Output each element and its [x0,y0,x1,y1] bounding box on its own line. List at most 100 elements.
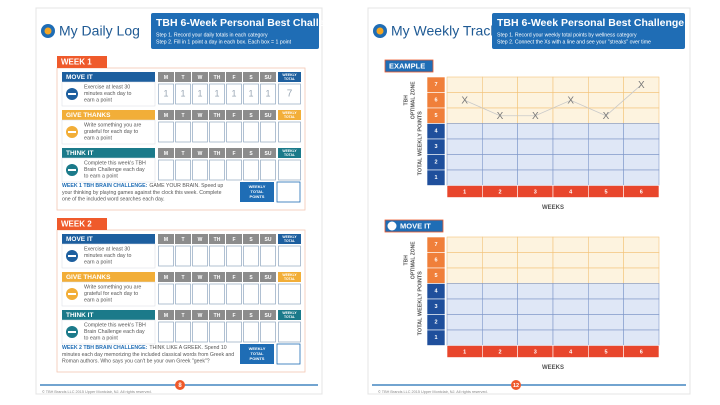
tracker-icon [387,221,397,231]
zone-level: 2 [434,160,437,166]
section-icon-glyph [68,169,76,171]
day-header [192,148,208,158]
brain-challenge-text: minutes each day memorizing the included… [62,352,234,358]
day-label: F [232,151,235,157]
day-label: SU [265,75,272,81]
example-point: X [497,111,504,122]
day-label: SU [265,237,272,243]
challenge-title: TBH 6-Week Personal Best Challenge [497,17,684,29]
tracker-tag [384,59,434,73]
day-header [209,234,225,244]
grid-cell [446,76,483,93]
day-label: W [198,237,203,243]
grid-cell [482,298,518,315]
day-header [158,148,174,158]
day-box [260,283,276,305]
week-cell [623,185,660,198]
day-label: F [232,237,235,243]
day-header [158,110,174,120]
day-label: M [164,113,168,119]
brain-challenge-heading: WEEK 1 TBH BRAIN CHALLENGE: [62,183,148,189]
day-box [226,159,242,181]
section-icon-glyph [68,93,76,95]
day-box [192,245,208,267]
day-header [209,310,225,320]
day-header [260,148,276,158]
example-point: X [638,80,645,91]
day-box [158,121,174,143]
section-description: to earn a point [84,173,118,179]
section-description: earn a point [84,97,113,103]
day-header [260,234,276,244]
weekly-total-label: WEEKLY [282,235,297,239]
section-description: earn a point [84,135,113,141]
section-description: Exercise at least 30 [84,246,130,252]
day-label: W [198,113,203,119]
grid-cell [517,252,554,269]
grid-cell [482,92,518,109]
challenge-step: Step 2. Fill in 1 point a day in each bo… [156,39,292,45]
footer: © TBH Brands LLC 2015 Upper Montclair, N… [378,390,488,394]
grid-cell [552,154,589,171]
section-header [62,110,155,120]
tracker-tag [384,219,444,233]
day-header [226,72,242,82]
grid-cell [517,298,554,315]
zone-level: 4 [434,289,438,295]
example-point: X [603,111,610,122]
weeks-axis-label: WEEKS [542,365,564,371]
grid-cell [552,138,589,155]
weekly-total-label: TOTAL [284,277,295,281]
day-header [260,72,276,82]
grid-cell [446,283,483,300]
zone-level: 5 [434,273,437,279]
day-box [175,321,191,343]
grid-cell [588,236,624,253]
day-label: T [181,151,184,157]
points-label-box [240,182,274,202]
day-box [175,83,191,105]
total-box [278,245,301,267]
day-header [260,110,276,120]
day-box [226,83,242,105]
grid-cell [517,283,554,300]
day-header [243,234,259,244]
grid-cell [446,123,483,140]
weekly-total-label: TOTAL [284,315,295,319]
week-number: 6 [640,349,643,355]
weekly-total-label: WEEKLY [282,311,297,315]
day-box [209,83,225,105]
total-points-label: POINTS [250,356,265,361]
grid-cell [517,92,554,109]
day-entry: 1 [163,88,168,98]
day-box [243,121,259,143]
section-description: earn a point [84,297,113,303]
day-box [260,321,276,343]
brain-challenge-heading: WEEK 2 TBH BRAIN CHALLENGE: [62,345,148,351]
weekly-total-label: WEEKLY [282,111,297,115]
grid-cell [517,314,554,331]
week-label: WEEK 1 [61,58,92,67]
challenge-box [151,13,319,49]
day-box [260,121,276,143]
weeks-axis-label: WEEKS [542,205,564,211]
grid-cell [623,329,660,346]
day-box [226,245,242,267]
day-box [243,159,259,181]
weekly-total-label: WEEKLY [282,273,297,277]
day-label: S [249,313,253,319]
day-label: S [249,151,253,157]
total-box [278,283,301,305]
section-name: GIVE THANKS [66,112,111,119]
grid-cell [588,252,624,269]
section-description: Brain Challenge each day [84,329,145,335]
day-header [226,110,242,120]
day-header [209,272,225,282]
section-header [62,234,155,244]
day-box [175,121,191,143]
day-header [175,72,191,82]
challenge-title: TBH 6-Week Personal Best Challenge [156,17,343,29]
day-label: TH [214,237,221,243]
grid-cell [623,314,660,331]
grid-cell [517,267,554,284]
